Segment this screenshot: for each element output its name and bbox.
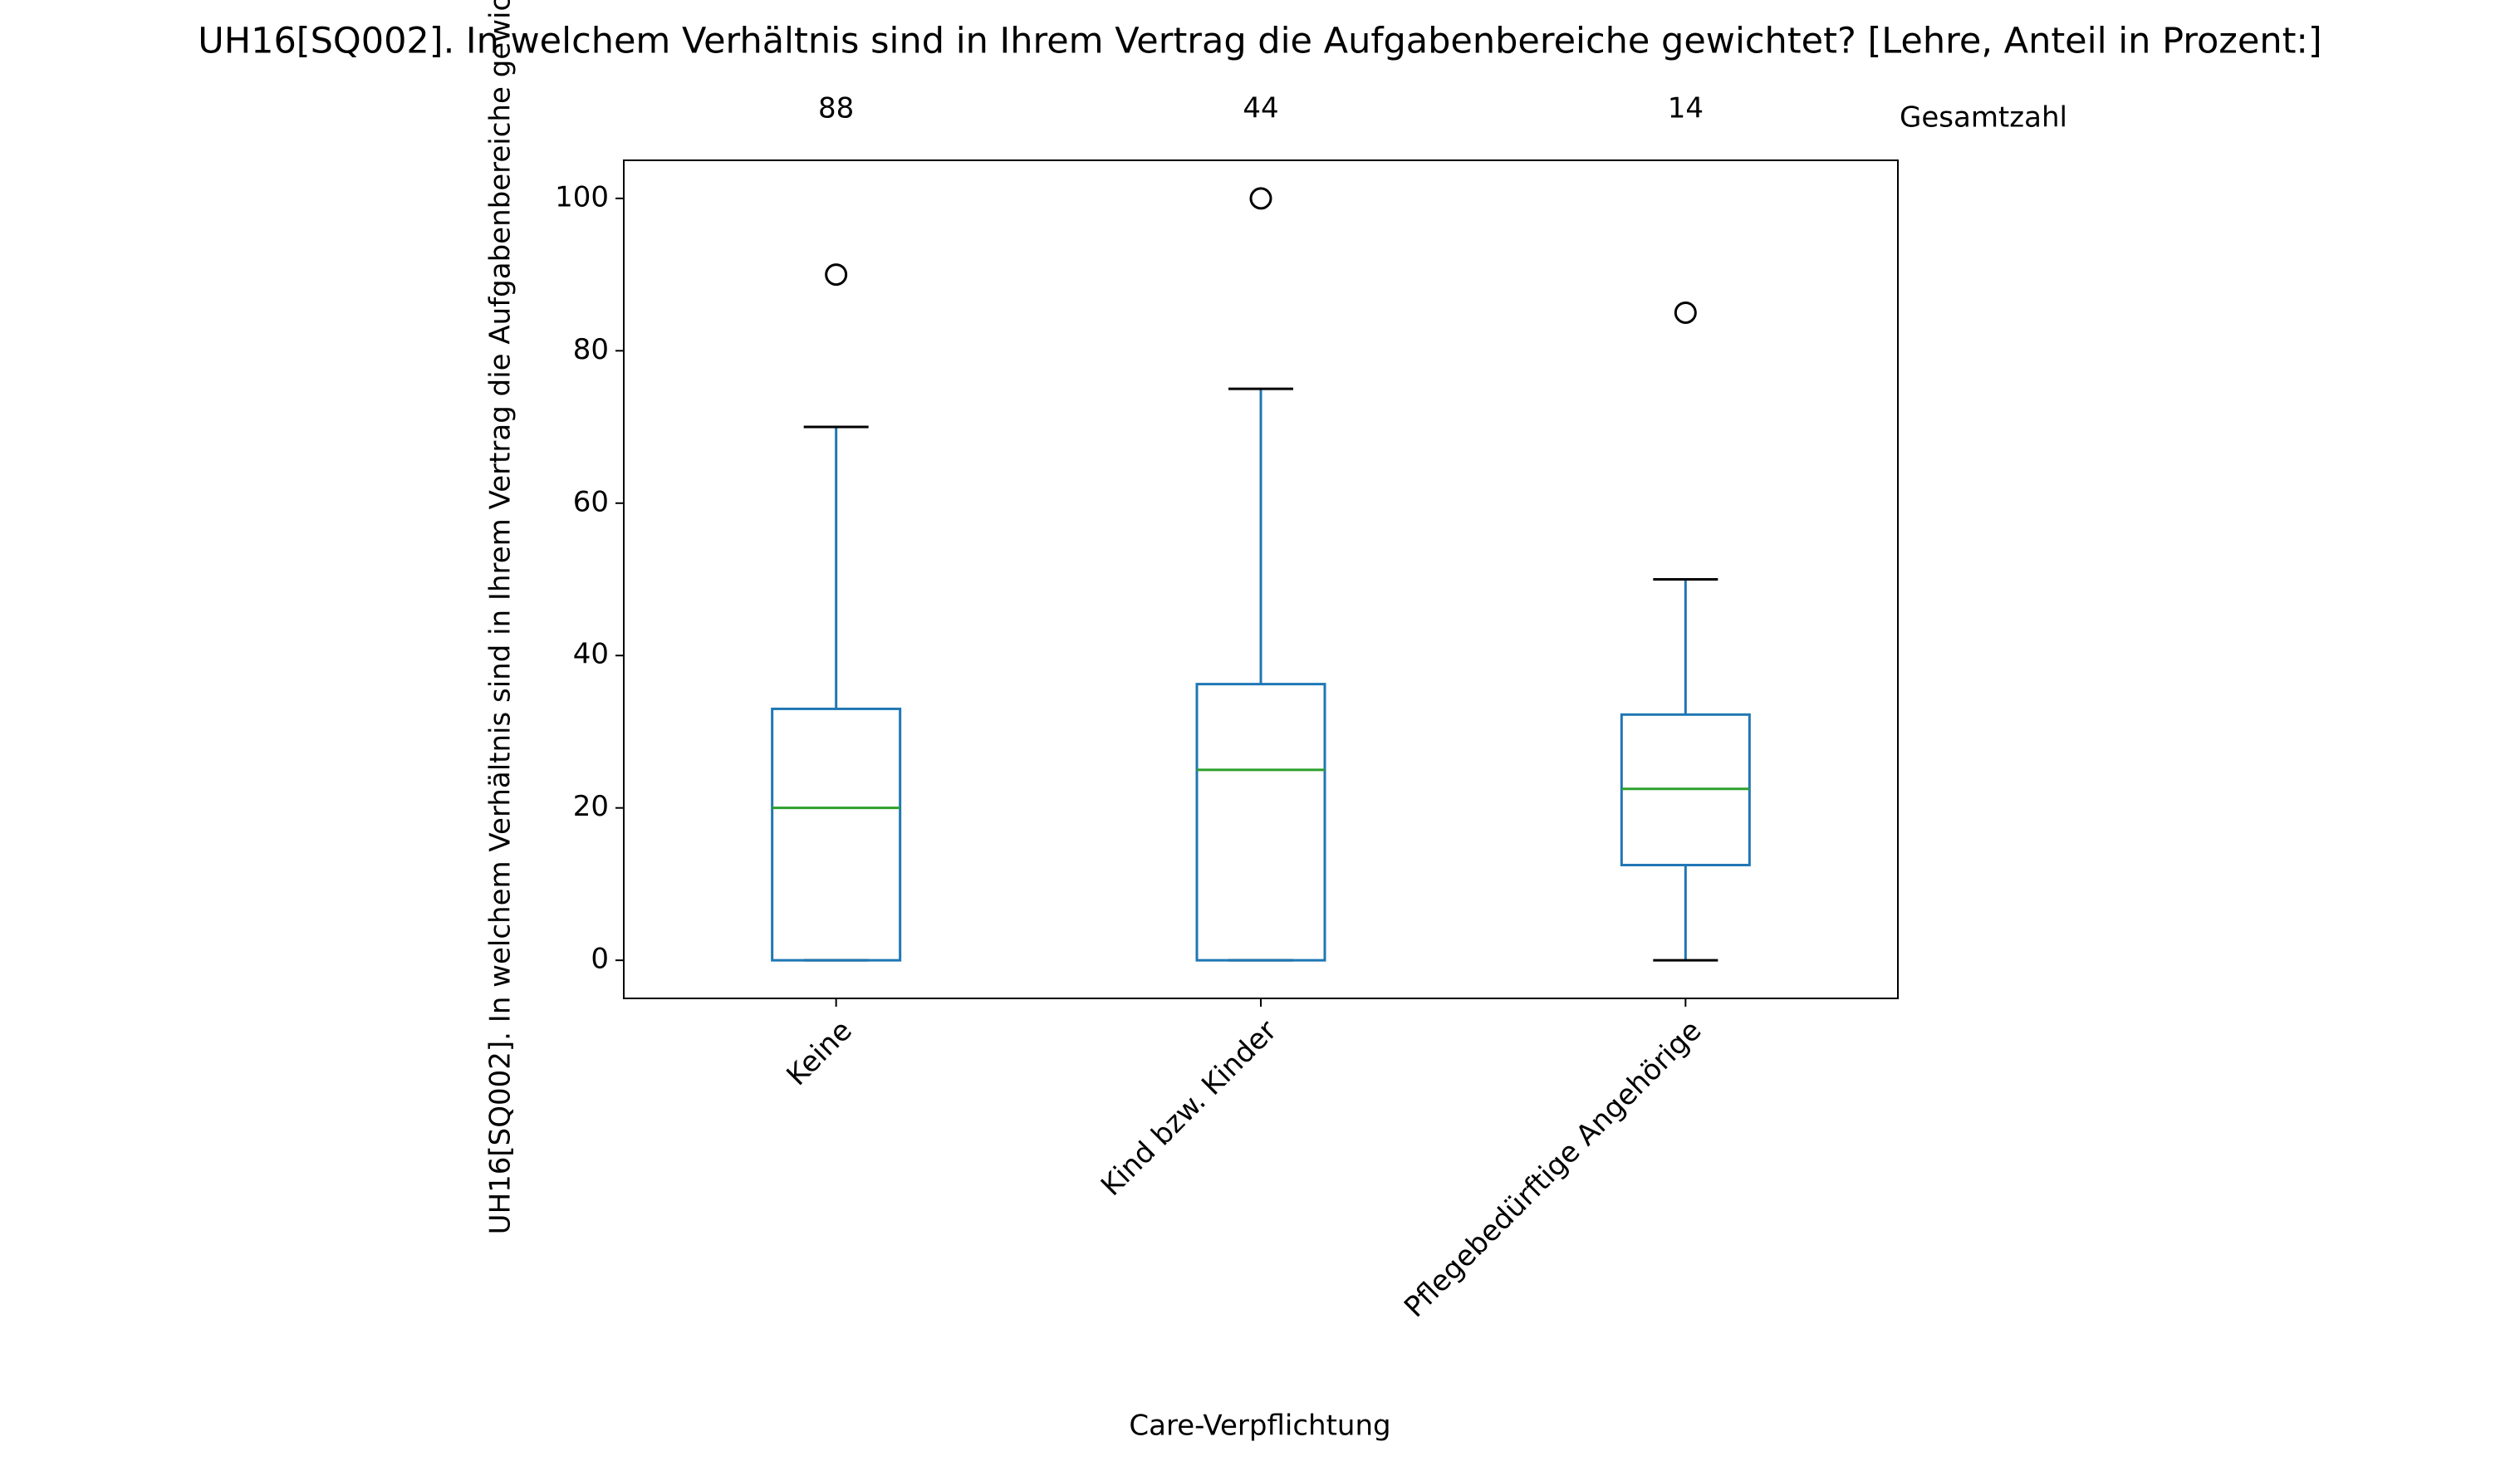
y-tick-label: 80	[573, 333, 609, 366]
x-tick-label: Pflegebedürftige Angehörige	[1398, 1014, 1708, 1324]
y-tick-label: 40	[573, 638, 609, 671]
y-tick-label: 0	[591, 943, 609, 976]
flier	[1674, 301, 1697, 324]
chart-title: UH16[SQ002]. In welchem Verhältnis sind …	[198, 21, 2321, 62]
box	[1195, 683, 1326, 962]
y-axis-label: UH16[SQ002]. In welchem Verhältnis sind …	[484, 0, 517, 1234]
count-label: 44	[1243, 92, 1278, 125]
count-label: 88	[818, 92, 854, 125]
y-tick-label: 20	[573, 790, 609, 823]
flier	[825, 263, 848, 287]
x-axis-label: Care-Verpflichtung	[1129, 1410, 1390, 1443]
counts-label: Gesamtzahl	[1900, 101, 2067, 135]
y-tick-label: 60	[573, 485, 609, 518]
box	[771, 707, 902, 962]
count-label: 14	[1668, 92, 1704, 125]
x-tick-label: Kind bzw. Kinder	[1095, 1014, 1283, 1203]
flier	[1249, 187, 1272, 210]
x-tick-label: Keine	[780, 1014, 858, 1092]
y-tick-label: 100	[555, 180, 609, 213]
